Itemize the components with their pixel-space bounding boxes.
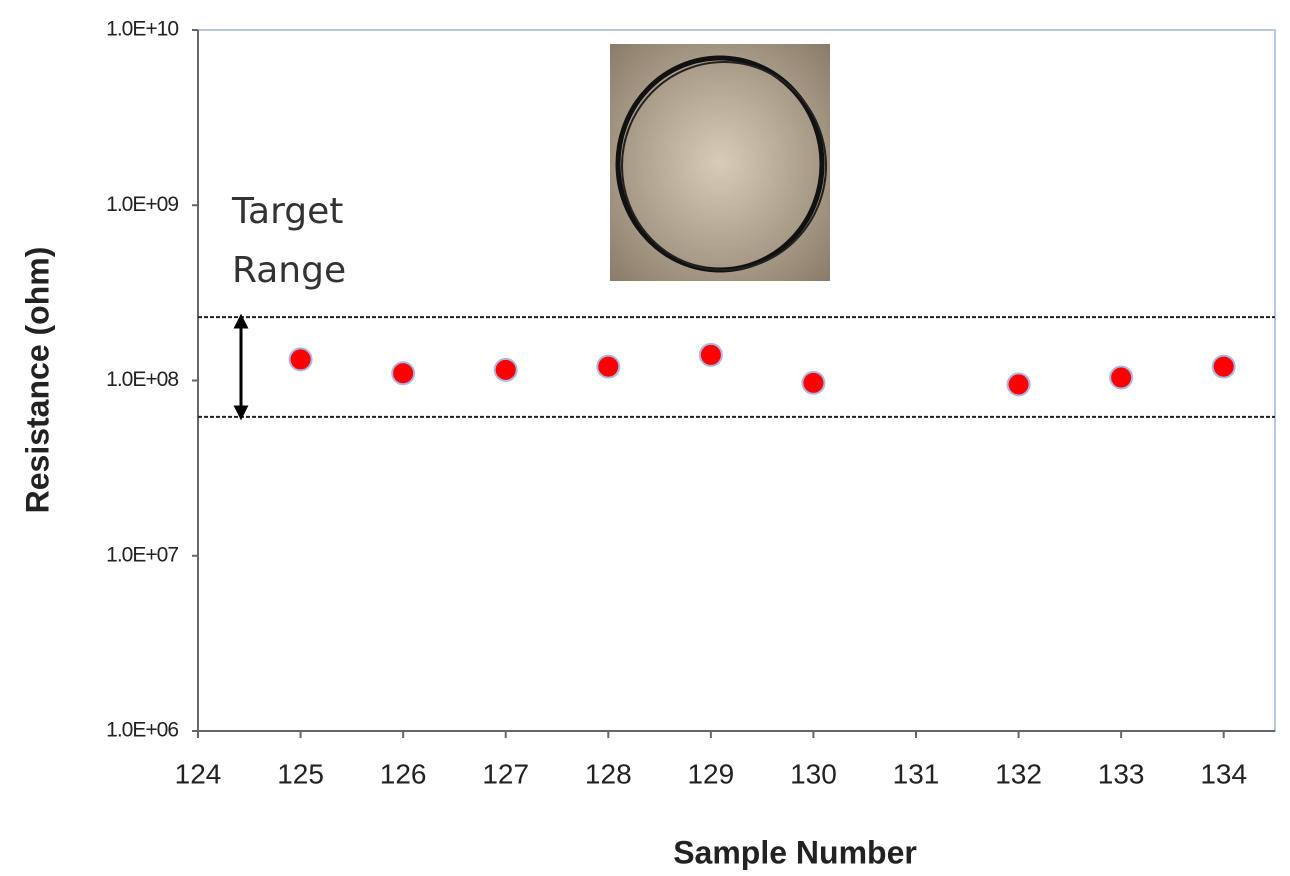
x-tick-label: 126 bbox=[380, 758, 427, 789]
y-tick-label: 1.0E+06 bbox=[106, 719, 178, 742]
x-tick-label: 125 bbox=[277, 758, 324, 789]
x-tick-label: 134 bbox=[1200, 758, 1247, 789]
point bbox=[495, 359, 517, 381]
x-tick-label: 133 bbox=[1098, 758, 1145, 789]
photo bbox=[610, 44, 830, 281]
x-tick-label: 130 bbox=[790, 758, 837, 789]
point bbox=[1008, 373, 1030, 395]
x-axis-title: Sample Number bbox=[673, 834, 917, 870]
point bbox=[700, 344, 722, 366]
point bbox=[1213, 356, 1235, 378]
annotation: Target bbox=[231, 191, 343, 232]
point bbox=[1110, 367, 1132, 389]
y-axis-title: Resistance (ohm) bbox=[19, 247, 55, 514]
x-tick-label: 124 bbox=[175, 758, 222, 789]
x-tick-label: 127 bbox=[482, 758, 529, 789]
x-tick-label: 128 bbox=[585, 758, 632, 789]
y-tick-label: 1.0E+07 bbox=[106, 543, 178, 566]
x-tick-label: 129 bbox=[687, 758, 734, 789]
point bbox=[802, 372, 824, 394]
x-tick-label: 131 bbox=[893, 758, 940, 789]
point bbox=[290, 348, 312, 370]
annotation: Range bbox=[232, 250, 346, 291]
point bbox=[392, 362, 414, 384]
chart: Sample Number Resistance (ohm) Target Ra… bbox=[0, 0, 1290, 876]
y-tick-label: 1.0E+09 bbox=[106, 193, 178, 216]
y-tick-label: 1.0E+08 bbox=[106, 368, 178, 391]
y-tick-label: 1.0E+10 bbox=[106, 18, 178, 41]
x-tick-label: 132 bbox=[995, 758, 1042, 789]
point bbox=[597, 356, 619, 378]
